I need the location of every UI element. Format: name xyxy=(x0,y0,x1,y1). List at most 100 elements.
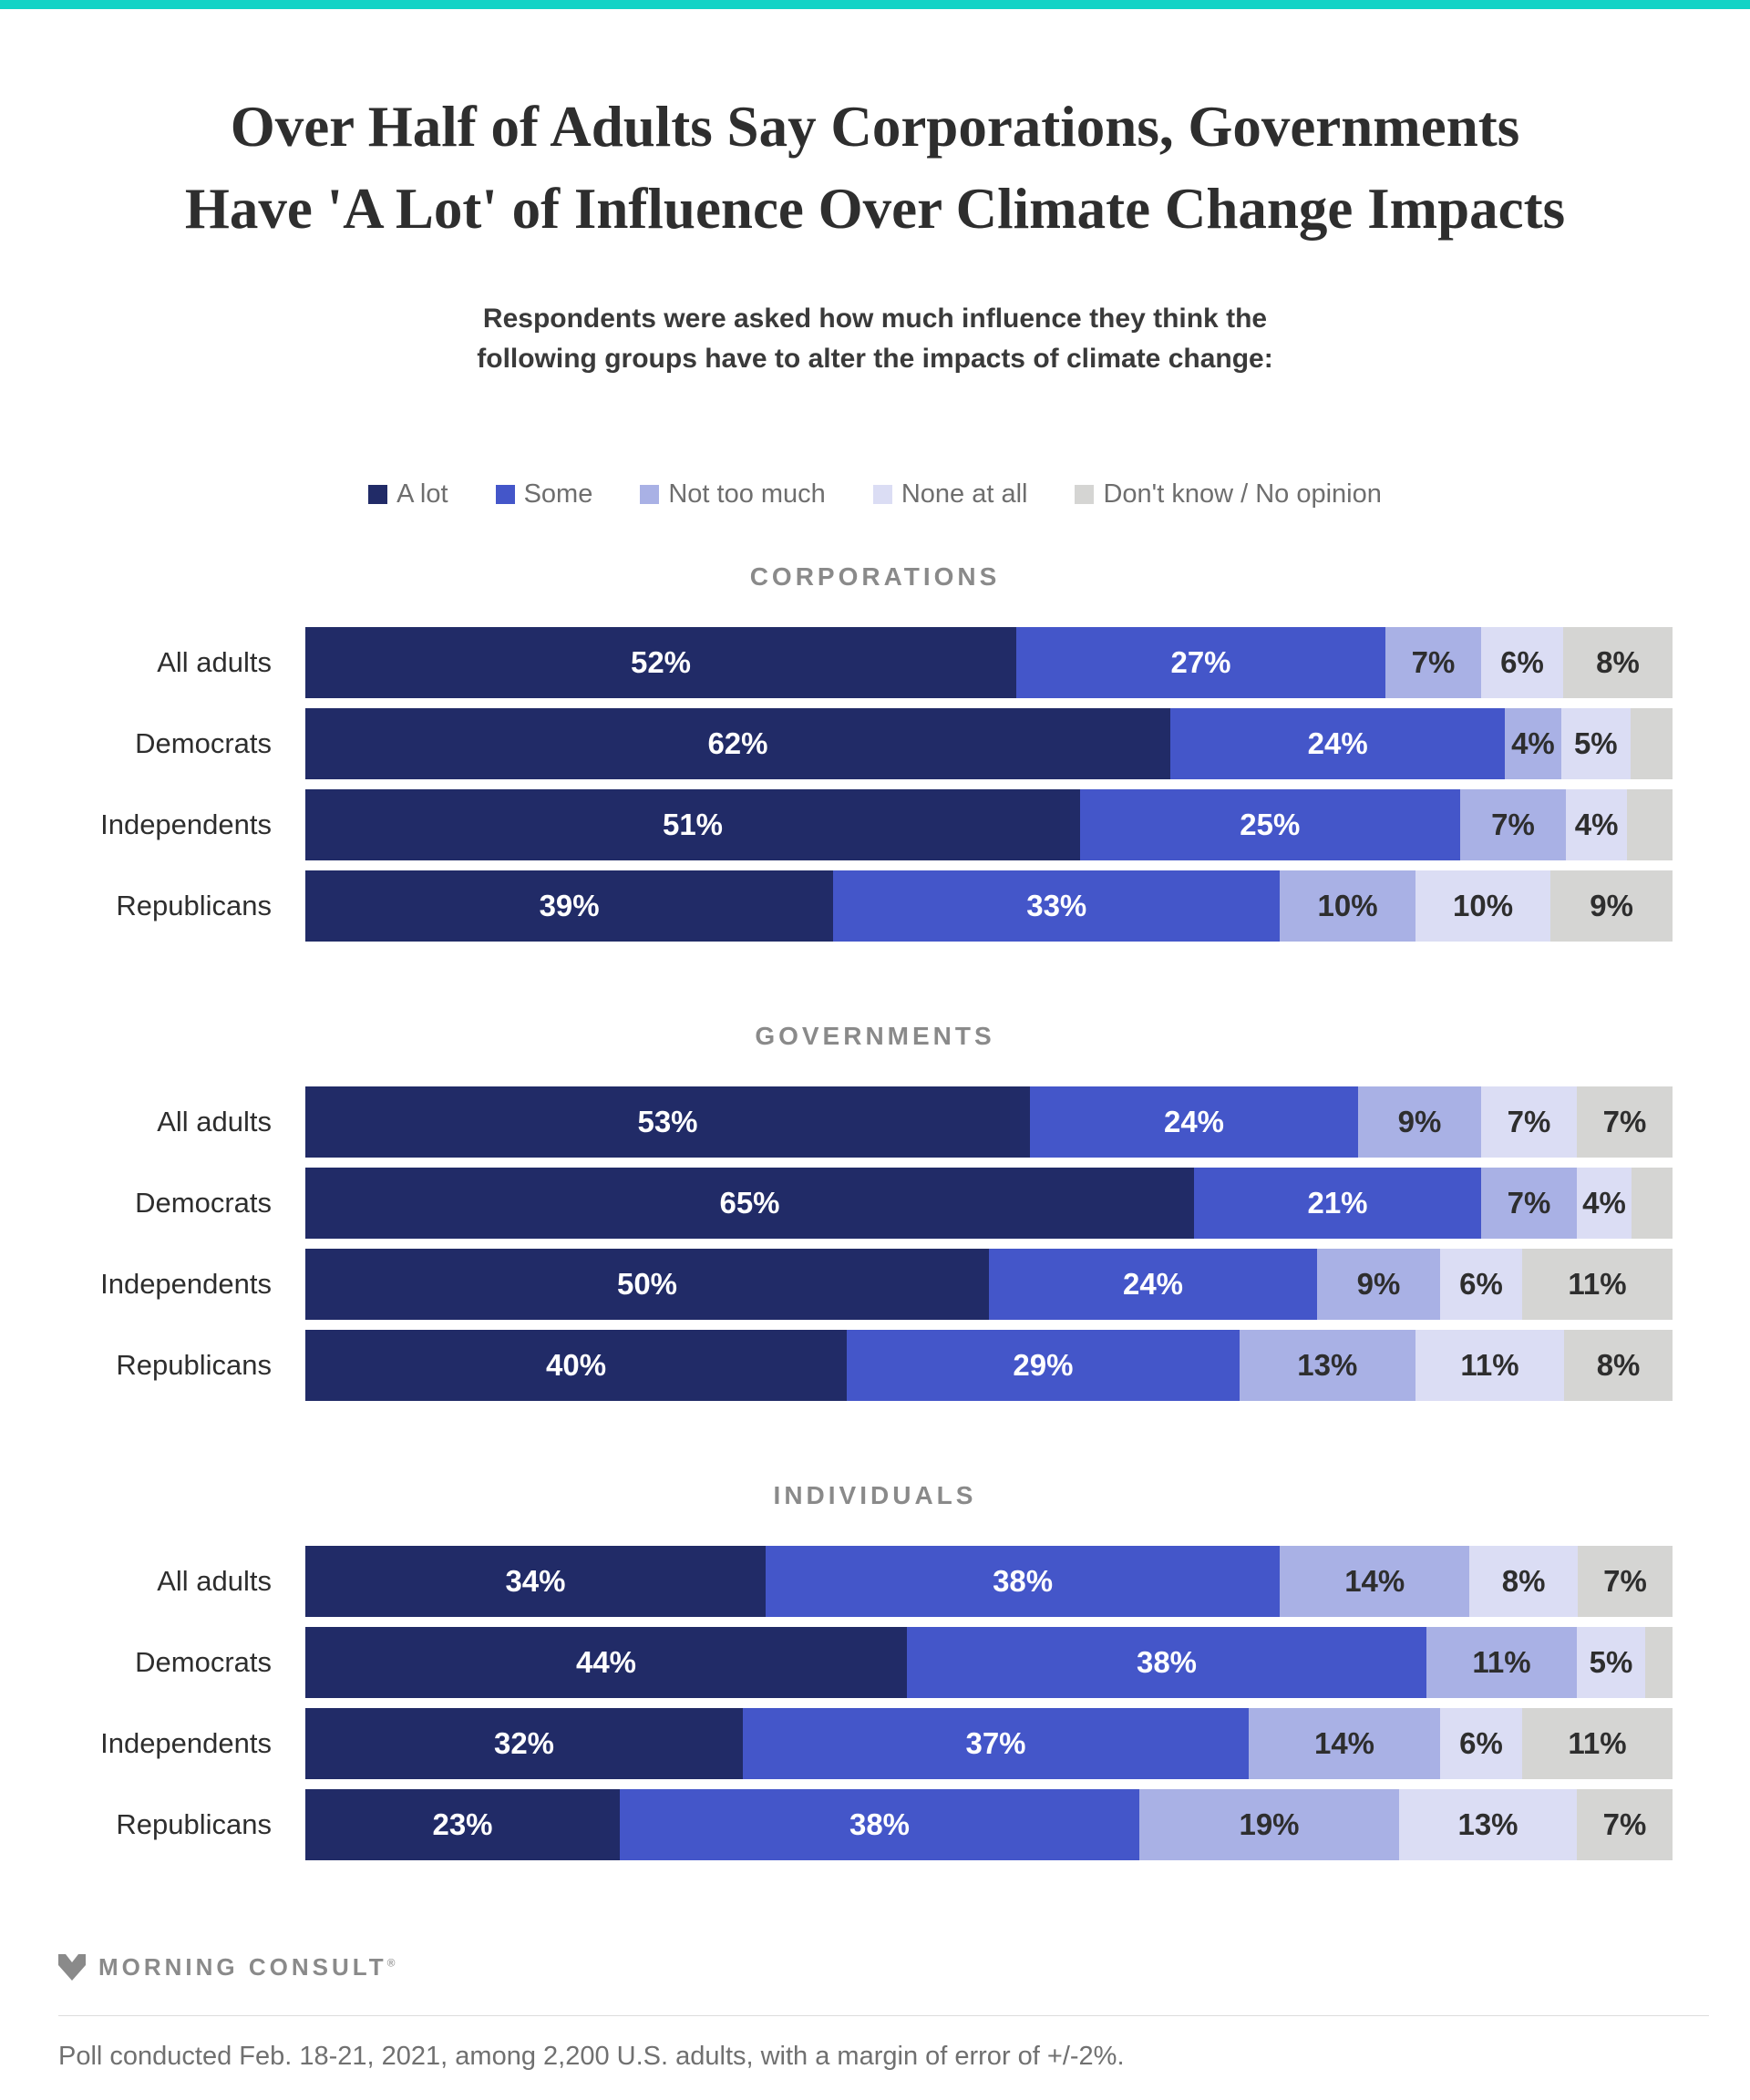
segment-value-label: 10% xyxy=(1453,889,1514,922)
bar-segment-don-t-know-no-opinion: 9% xyxy=(1550,870,1673,942)
segment-value-label: 5% xyxy=(1589,1645,1633,1679)
bar-segment-not-too-much: 13% xyxy=(1239,1330,1415,1401)
chart-subtitle-line1: Respondents were asked how much influenc… xyxy=(482,304,1268,334)
brand-row: MORNING CONSULT® xyxy=(58,1951,1709,1982)
segment-value-label: 4% xyxy=(1574,808,1619,841)
segment-value-label: 65% xyxy=(719,1186,780,1220)
bar-row-all-adults: All adults 53% 24% 9% 7% 7% xyxy=(0,1086,1750,1158)
row-category-label: Democrats xyxy=(135,1187,272,1219)
bar-row-democrats: Democrats 44% 38% 11% 5% xyxy=(0,1627,1750,1698)
segment-value-label: 52% xyxy=(630,645,692,679)
bar-segment-none-at-all: 5% xyxy=(1577,1627,1645,1698)
page-title-line1: Over Half of Adults Say Corporations, Go… xyxy=(230,95,1520,159)
chart-section-individuals: INDIVIDUALS All adults 34% 38% 14% 8% 7% Democr… xyxy=(0,1480,1750,1860)
segment-value-label: 4% xyxy=(1582,1186,1626,1220)
segment-value-label: 6% xyxy=(1459,1726,1503,1760)
stacked-bar: 39% 33% 10% 10% 9% xyxy=(305,870,1673,942)
bar-row-republicans: Republicans 39% 33% 10% 10% 9% xyxy=(0,870,1750,942)
bar-segment-not-too-much: 10% xyxy=(1280,870,1415,942)
chart-section-governments: GOVERNMENTS All adults 53% 24% 9% 7% 7% Democra… xyxy=(0,1021,1750,1401)
bar-segment-none-at-all: 4% xyxy=(1566,789,1627,860)
segment-value-label: 7% xyxy=(1602,1105,1647,1138)
section-title: CORPORATIONS xyxy=(749,562,1001,591)
chart-section-corporations: CORPORATIONS All adults 52% 27% 7% 6% 8% Democr… xyxy=(0,561,1750,942)
brand-name: MORNING CONSULT® xyxy=(98,1952,396,1981)
bar-segment-none-at-all: 5% xyxy=(1560,708,1632,779)
segment-value-label: 8% xyxy=(1596,645,1640,679)
section-rows: All adults 34% 38% 14% 8% 7% Democrats 44% 38% 11… xyxy=(0,1546,1750,1860)
chart-subtitle-line2: following groups have to alter the impac… xyxy=(477,344,1273,374)
bar-segment-don-t-know-no-opinion: 8% xyxy=(1563,627,1673,698)
bar-row-all-adults: All adults 34% 38% 14% 8% 7% xyxy=(0,1546,1750,1617)
row-category-label: Independents xyxy=(100,1727,272,1759)
stacked-bar: 44% 38% 11% 5% xyxy=(305,1627,1673,1698)
bar-row-independents: Independents 32% 37% 14% 6% 11% xyxy=(0,1708,1750,1779)
bar-segment-not-too-much: 11% xyxy=(1426,1627,1577,1698)
bar-segment-some: 33% xyxy=(833,870,1281,942)
segment-value-label: 7% xyxy=(1602,1807,1647,1841)
row-category-label: Republicans xyxy=(116,1349,272,1381)
row-category-label: Independents xyxy=(100,1268,272,1300)
bar-segment-some: 38% xyxy=(620,1789,1139,1860)
bar-segment-don-t-know-no-opinion: 11% xyxy=(1522,1249,1673,1320)
segment-value-label: 39% xyxy=(539,889,600,922)
page-title-line2: Have 'A Lot' of Influence Over Climate C… xyxy=(184,177,1566,241)
segment-value-label: 25% xyxy=(1240,808,1301,841)
bar-segment-not-too-much: 7% xyxy=(1459,789,1567,860)
bar-segment-none-at-all: 8% xyxy=(1469,1546,1578,1617)
bar-segment-not-too-much: 7% xyxy=(1385,627,1481,698)
segment-value-label: 7% xyxy=(1603,1564,1647,1598)
row-category-label: All adults xyxy=(157,1565,272,1597)
legend-label: Some xyxy=(523,479,593,509)
bar-segment-none-at-all: 7% xyxy=(1481,1086,1577,1158)
bar-segment-a-lot: 32% xyxy=(305,1708,743,1779)
segment-value-label: 9% xyxy=(1590,889,1633,922)
segment-value-label: 9% xyxy=(1397,1105,1442,1138)
stacked-bar: 51% 25% 7% 4% xyxy=(305,789,1673,860)
bar-segment-none-at-all: 6% xyxy=(1481,627,1563,698)
segment-value-label: 40% xyxy=(545,1348,607,1382)
section-title: INDIVIDUALS xyxy=(773,1481,977,1509)
bar-segment-some: 21% xyxy=(1194,1168,1481,1239)
bar-segment-don-t-know-no-opinion: 11% xyxy=(1522,1708,1673,1779)
bar-segment-none-at-all: 6% xyxy=(1440,1708,1522,1779)
segment-value-label: 5% xyxy=(1573,726,1618,760)
segment-value-label: 14% xyxy=(1344,1564,1405,1598)
bar-segment-don-t-know-no-opinion xyxy=(1632,1168,1673,1239)
segment-value-label: 11% xyxy=(1568,1267,1627,1301)
segment-value-label: 38% xyxy=(993,1564,1054,1598)
bar-segment-not-too-much: 14% xyxy=(1249,1708,1440,1779)
bar-segment-some: 24% xyxy=(1169,708,1506,779)
segment-value-label: 37% xyxy=(965,1726,1026,1760)
stacked-bar: 52% 27% 7% 6% 8% xyxy=(305,627,1673,698)
legend-item-some: Some xyxy=(495,479,593,510)
segment-value-label: 38% xyxy=(849,1807,911,1841)
bar-segment-not-too-much: 19% xyxy=(1139,1789,1399,1860)
segment-value-label: 44% xyxy=(575,1645,637,1679)
segment-value-label: 53% xyxy=(637,1105,698,1138)
segment-value-label: 19% xyxy=(1239,1807,1300,1841)
bar-row-independents: Independents 50% 24% 9% 6% 11% xyxy=(0,1249,1750,1320)
row-category-label: All adults xyxy=(157,646,272,678)
stacked-bar: 65% 21% 7% 4% xyxy=(305,1168,1673,1239)
bar-segment-don-t-know-no-opinion xyxy=(1631,708,1673,779)
bar-segment-not-too-much: 9% xyxy=(1358,1086,1481,1158)
bar-segment-some: 24% xyxy=(989,1249,1317,1320)
segment-value-label: 33% xyxy=(1026,889,1087,922)
poll-methodology-note: Poll conducted Feb. 18-21, 2021, among 2… xyxy=(58,2042,1125,2071)
row-category-label: All adults xyxy=(157,1106,272,1138)
legend-item-none-at-all: None at all xyxy=(872,479,1027,510)
segment-value-label: 7% xyxy=(1507,1186,1551,1220)
segment-value-label: 11% xyxy=(1472,1645,1531,1679)
registered-trademark-icon: ® xyxy=(386,1955,396,1969)
segment-value-label: 8% xyxy=(1501,1564,1546,1598)
bar-segment-don-t-know-no-opinion: 7% xyxy=(1577,1546,1673,1617)
legend-item-a-lot: A lot xyxy=(368,479,448,510)
stacked-bar: 50% 24% 9% 6% 11% xyxy=(305,1249,1673,1320)
segment-value-label: 11% xyxy=(1460,1348,1519,1382)
segment-value-label: 38% xyxy=(1136,1645,1198,1679)
bar-row-independents: Independents 51% 25% 7% 4% xyxy=(0,789,1750,860)
bar-segment-not-too-much: 14% xyxy=(1280,1546,1470,1617)
legend-swatch-icon xyxy=(495,484,515,504)
segment-value-label: 9% xyxy=(1356,1267,1401,1301)
